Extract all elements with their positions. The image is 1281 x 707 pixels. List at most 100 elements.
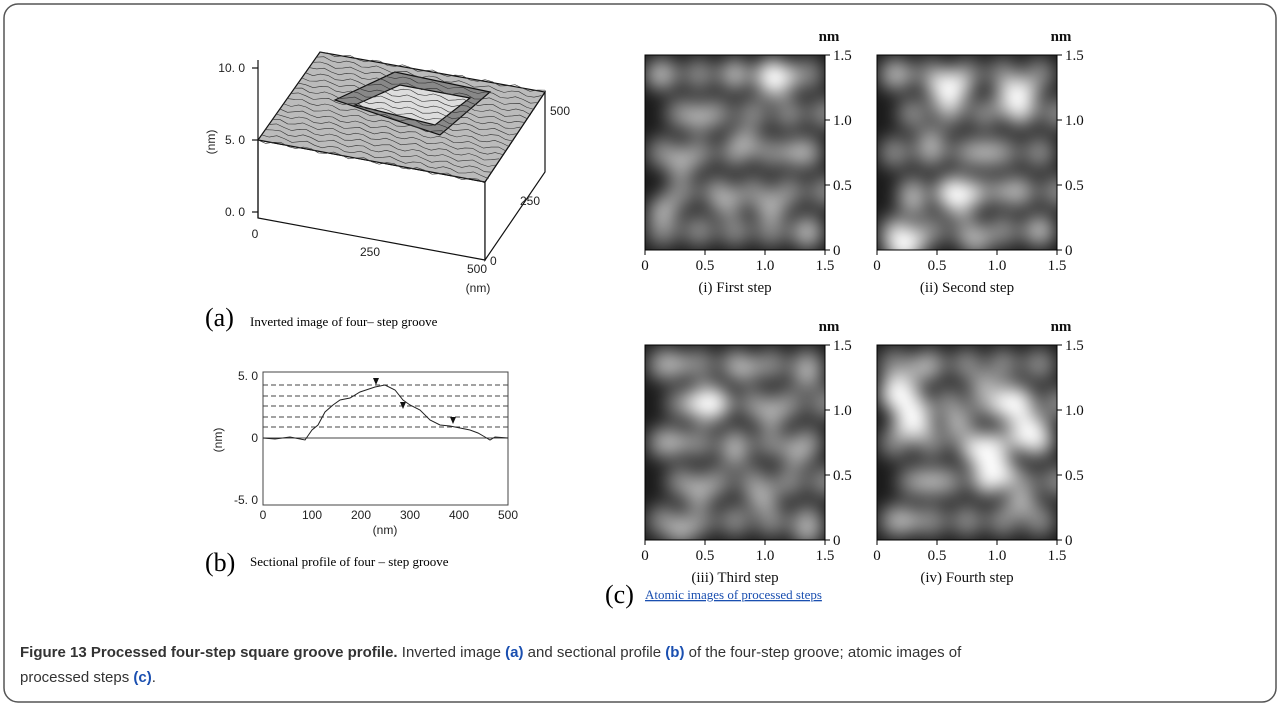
x-tick: 300 (400, 508, 420, 522)
lattice (809, 175, 825, 208)
x-tick: 0 (873, 548, 881, 564)
blob (908, 354, 936, 383)
x-tick: 1.5 (1048, 548, 1067, 564)
figure-caption: processed steps (c). (20, 669, 156, 686)
lattice (969, 175, 1001, 208)
x-tick: 0 (260, 508, 267, 522)
panel-b-plot (262, 371, 509, 506)
x-tick: 1.0 (988, 258, 1007, 274)
blob (1007, 487, 1035, 515)
lattice (1041, 465, 1057, 498)
z-unit: (nm) (204, 130, 218, 155)
y-tick: 250 (520, 194, 540, 208)
blob (994, 385, 1030, 422)
caption-text: . (152, 669, 156, 686)
x-tick: 0.5 (696, 548, 715, 564)
lattice (1023, 136, 1055, 169)
lattice (809, 387, 825, 420)
atomic-image (645, 345, 825, 540)
lattice (879, 426, 911, 459)
x-tick: 1.5 (816, 258, 835, 274)
panel-caption: Inverted image of four– step groove (250, 314, 438, 329)
y-tick: 0 (251, 431, 258, 445)
lattice (879, 348, 911, 381)
y-tick: -5. 0 (234, 493, 258, 507)
blob (917, 467, 945, 496)
blob (756, 60, 793, 97)
unit: nm (1051, 319, 1072, 335)
blob (971, 138, 999, 167)
unit: nm (819, 319, 840, 335)
blob (721, 60, 749, 89)
y-tick: 0.5 (1065, 468, 1084, 484)
blob (730, 354, 758, 383)
lattice (897, 97, 929, 130)
blobs (879, 348, 1057, 537)
surface-line (301, 77, 528, 120)
image-title: (i) First step (698, 280, 771, 296)
blob (976, 453, 1012, 490)
panel-caption: Atomic images of processed steps (645, 587, 822, 602)
caption-text: Inverted image (398, 644, 506, 661)
blob (730, 128, 758, 157)
lattice (719, 504, 751, 537)
lattice (987, 348, 1019, 381)
lattice (683, 214, 715, 247)
blob (1012, 414, 1048, 451)
y-tick: 1.0 (833, 113, 852, 129)
blob (685, 103, 713, 132)
y-tick: 0 (1065, 243, 1073, 259)
y-tick: 1.5 (833, 48, 852, 64)
y-tick: 0.5 (833, 178, 852, 194)
blob (690, 385, 726, 422)
surface-line (261, 134, 489, 179)
blobs (647, 348, 825, 540)
lattice (1005, 465, 1037, 498)
y-tick: 0.5 (1065, 178, 1084, 194)
x-tick: 400 (449, 508, 469, 522)
atomic-image (645, 55, 825, 250)
blob (917, 128, 945, 157)
image-title: (ii) Second step (920, 280, 1014, 296)
x-tick: 100 (302, 508, 322, 522)
blob (748, 483, 776, 512)
figure-caption: Figure 13 Processed four-step square gro… (20, 644, 962, 661)
lattice (1041, 97, 1057, 130)
x-tick: 0 (252, 227, 259, 241)
x-tick: 1.0 (756, 258, 775, 274)
lattice (683, 426, 715, 459)
x-tick: 0.5 (928, 548, 947, 564)
blob (886, 226, 922, 250)
lattice (969, 97, 1001, 130)
blob (784, 138, 812, 167)
blob (940, 177, 976, 214)
blob (757, 193, 785, 222)
lattice (809, 97, 825, 130)
lattice (719, 214, 751, 247)
lattice (915, 214, 947, 247)
lattice (755, 426, 787, 459)
blob (998, 177, 1026, 206)
x-tick: 0.5 (928, 258, 947, 274)
blob (793, 516, 821, 540)
panel-label: (b) (205, 548, 235, 577)
surface-line (283, 103, 510, 148)
y-tick: 1.0 (1065, 113, 1084, 129)
z-tick: 0. 0 (225, 205, 245, 219)
lattice (773, 97, 805, 130)
lattice (915, 504, 947, 537)
y-tick: 1.5 (833, 338, 852, 354)
x-tick: 0.5 (696, 258, 715, 274)
lattice (987, 504, 1019, 537)
blob (884, 60, 913, 89)
z-tick: 10. 0 (218, 61, 245, 75)
caption-ref: (b) (665, 644, 684, 661)
panel-a-plot (252, 51, 547, 262)
surface-line (268, 123, 496, 167)
blob (962, 226, 990, 250)
blob (784, 438, 812, 467)
lattice (951, 348, 983, 381)
blob (999, 79, 1036, 116)
caption-text: processed steps (20, 669, 133, 686)
image-border (644, 54, 826, 251)
